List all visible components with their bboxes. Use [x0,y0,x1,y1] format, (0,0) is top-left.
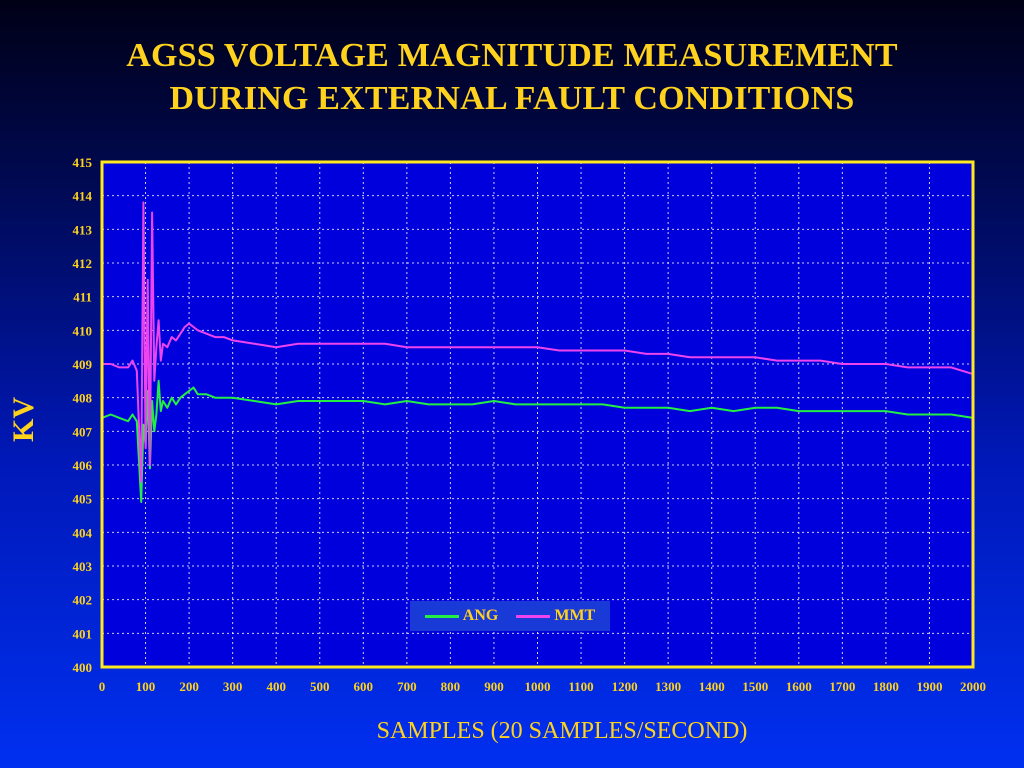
y-tick-label: 406 [73,458,93,473]
legend-item-ang: ANG [424,607,499,625]
y-tick-label: 415 [73,155,93,170]
x-tick-label: 1600 [786,679,812,694]
x-tick-label: 400 [266,679,286,694]
x-tick-label: 300 [223,679,243,694]
title-line-2: DURING EXTERNAL FAULT CONDITIONS [169,80,855,117]
x-tick-label: 0 [99,679,106,694]
y-tick-label: 413 [73,222,93,237]
x-tick-label: 1200 [612,679,638,694]
plot-border [100,160,975,669]
x-tick-label: 2000 [960,679,986,694]
y-axis-label: KV [7,397,40,442]
legend-item-mmt: MMT [516,607,595,625]
slide-title: AGSS VOLTAGE MAGNITUDE MEASUREMENT DURIN… [0,34,1024,120]
chart-legend: ANG MMT [410,601,610,631]
y-tick-label: 411 [73,290,92,305]
title-line-1: AGSS VOLTAGE MAGNITUDE MEASUREMENT [126,37,898,74]
x-tick-label: 800 [441,679,461,694]
x-axis-label: SAMPLES (20 SAMPLES/SECOND) [376,718,748,744]
y-tick-label: 405 [73,492,93,507]
y-tick-label: 407 [73,424,93,439]
legend-swatch-mmt [516,614,551,618]
x-tick-label: 900 [484,679,504,694]
series-line-mmt [102,201,974,483]
y-tick-label: 412 [73,256,93,271]
x-tick-label: 1500 [742,679,768,694]
x-tick-label: 1700 [829,679,855,694]
y-tick-label: 414 [73,189,93,204]
x-tick-label: 500 [310,679,330,694]
y-tick-label: 400 [73,660,93,675]
x-tick-label: 100 [136,679,156,694]
x-tick-label: 1800 [873,679,899,694]
legend-swatch-ang [424,614,459,618]
y-tick-label: 402 [73,593,93,608]
x-tick-label: 200 [179,679,199,694]
y-tick-label: 401 [73,626,93,641]
x-tick-label: 1300 [655,679,681,694]
y-tick-label: 403 [73,559,93,574]
x-tick-label: 1100 [568,679,593,694]
y-tick-label: 404 [73,525,93,540]
x-tick-label: 1900 [916,679,942,694]
x-tick-label: 700 [397,679,417,694]
y-tick-label: 409 [73,357,93,372]
x-tick-label: 1000 [525,679,551,694]
legend-label-ang: ANG [462,607,499,624]
x-tick-label: 600 [354,679,374,694]
y-tick-label: 408 [73,391,93,406]
x-tick-label: 1400 [699,679,725,694]
y-tick-label: 410 [73,323,93,338]
legend-label-mmt: MMT [554,607,596,624]
